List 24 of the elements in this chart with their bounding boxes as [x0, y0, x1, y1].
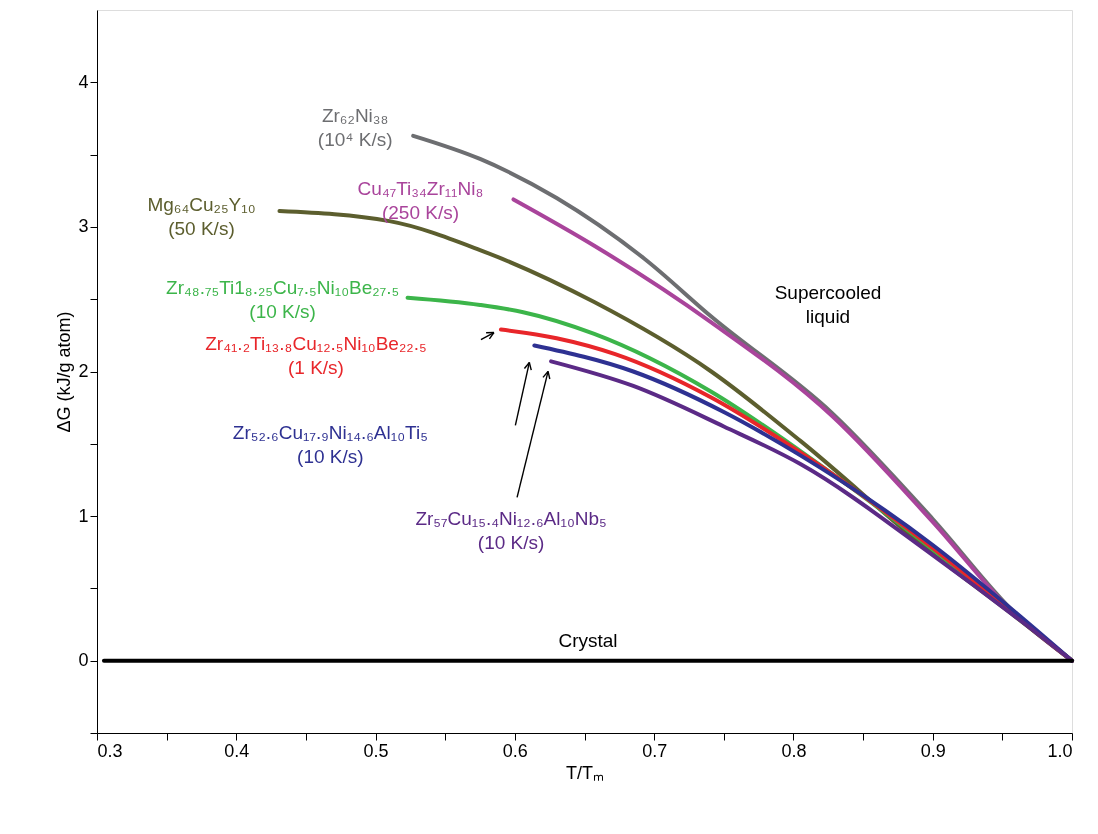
x-tick-label: 0.9: [920, 740, 946, 761]
x-tick-label: 0.6: [502, 740, 528, 761]
y-tick-label: 0: [78, 650, 89, 671]
text: Zr₅₂.₆Cu₁₇.₉Ni₁₄.₆Al₁₀Ti₅ (10 K/s): [232, 422, 428, 468]
series-label: Zr₄₈.₇₅Ti1₈.₂₅Cu₇.₅Ni₁₀Be₂₇.₅ (10 K/s): [166, 276, 400, 322]
x-axis-title: T/Tₘ: [566, 762, 604, 783]
x-tick-label: 0.5: [363, 740, 389, 761]
x-tick-label: 0.4: [224, 740, 250, 761]
annotation: Supercooled liquid: [774, 282, 882, 327]
y-axis-title: ΔG (kJ/g atom): [54, 311, 75, 433]
text: Zr₅₇Cu₁₅.₄Ni₁₂.₆Al₁₀Nb₅ (10 K/s): [415, 508, 607, 554]
x-tick-label: 0.7: [642, 740, 668, 761]
series-label: Zr₆₂Ni₃₈ (10⁴ K/s): [317, 104, 393, 150]
series-label: Mg₆₄Cu₂₅Y₁₀ (50 K/s): [147, 193, 256, 239]
y-tick-label: 3: [78, 216, 89, 237]
y-tick-label: 4: [78, 71, 89, 92]
series-label: Cu₄₇Ti₃₄Zr₁₁Ni₈ (250 K/s): [357, 178, 484, 224]
x-tick-label: 0.3: [97, 740, 123, 761]
x-tick-label: 0.8: [781, 740, 807, 761]
text: Zr₄₁.₂Ti₁₃.₈Cu₁₂.₅Ni₁₀Be₂₂.₅ (1 K/s): [205, 332, 427, 378]
x-tick-label: 1.0: [1047, 740, 1073, 761]
y-tick-label: 1: [78, 505, 89, 526]
series-label: Crystal: [558, 629, 618, 651]
y-tick-label: 2: [78, 361, 89, 381]
